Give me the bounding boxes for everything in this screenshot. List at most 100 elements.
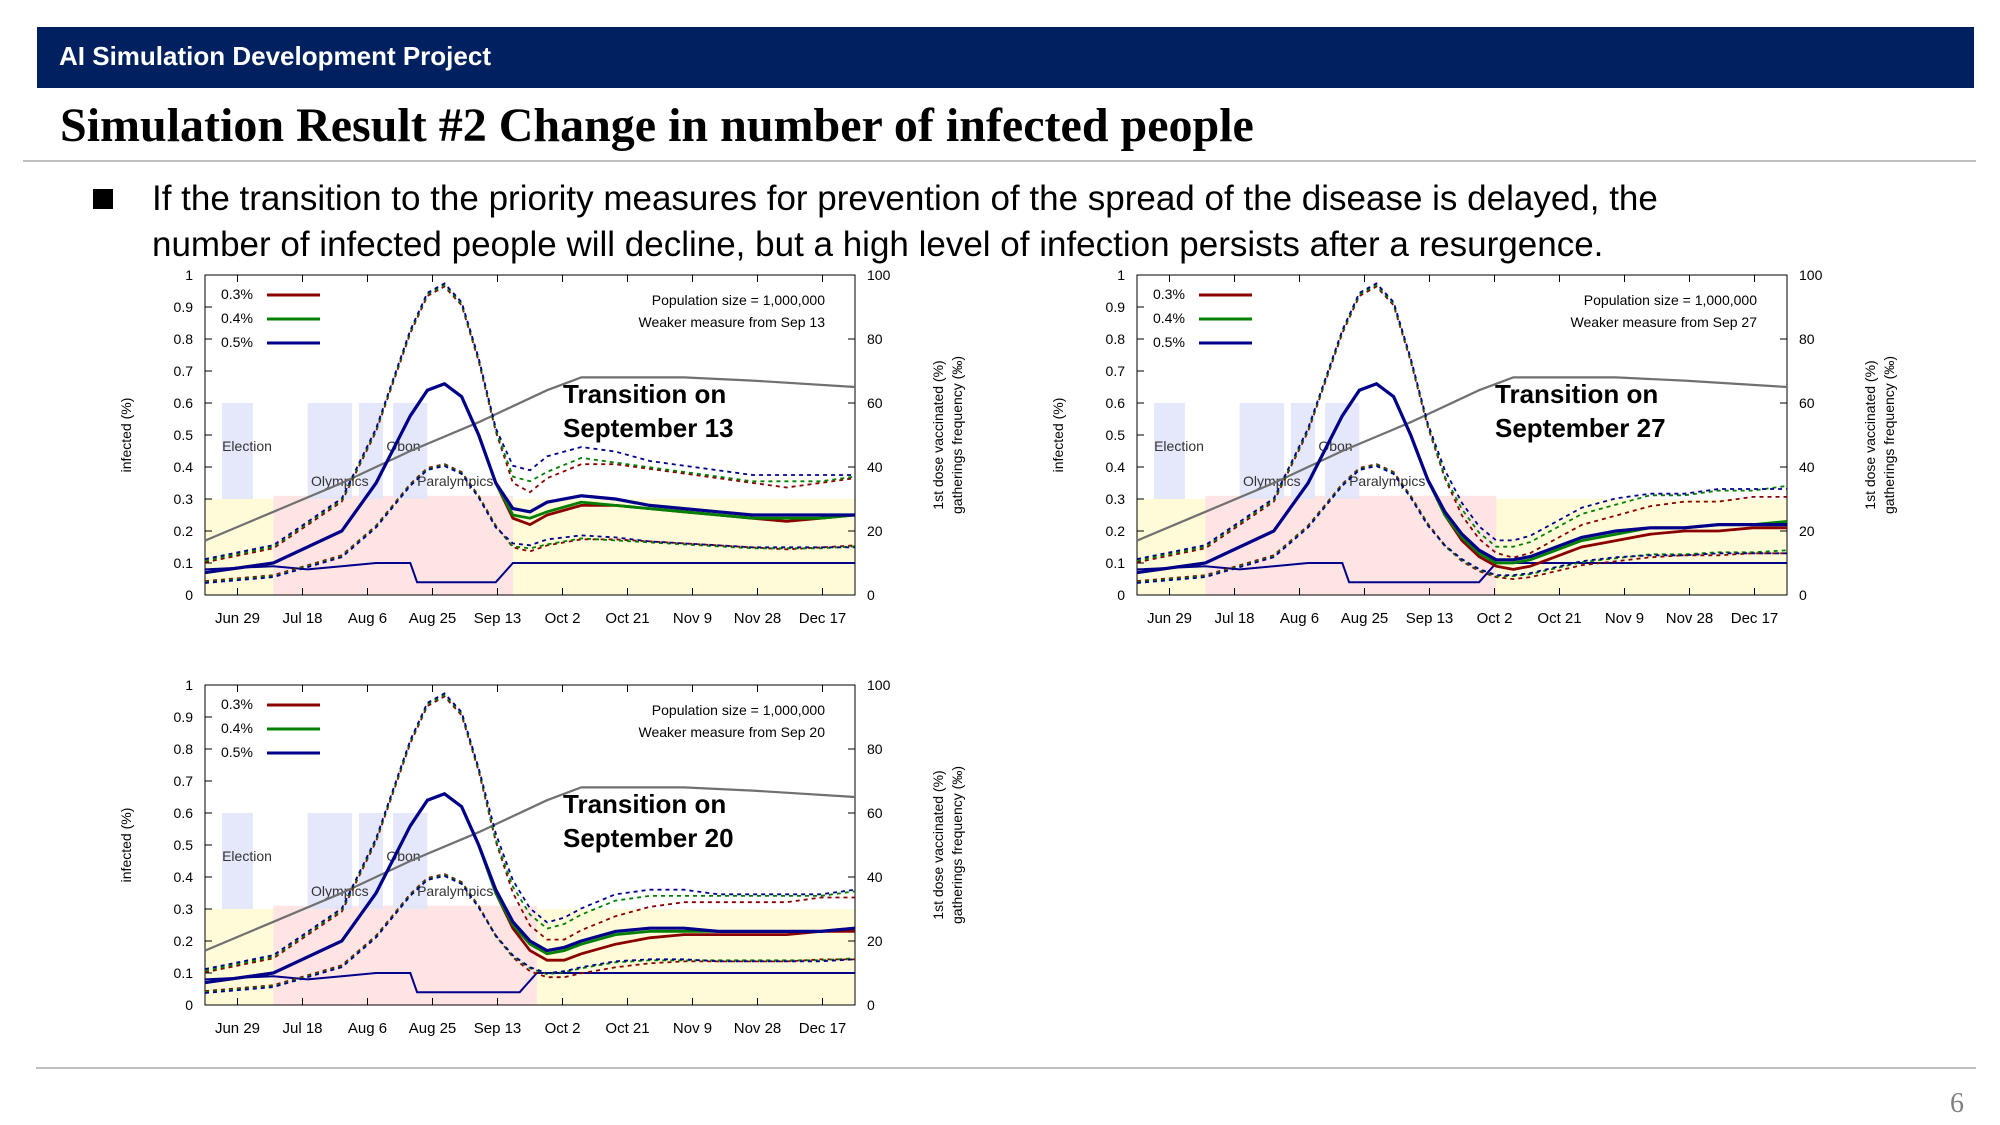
vaccinated-line (1136, 376, 1788, 542)
y-tick-label: 0.9 (174, 299, 194, 315)
y-tick-label: 0.1 (1106, 555, 1126, 571)
y-tick-label: 0.1 (174, 965, 194, 981)
event-label: Paralympics (417, 883, 493, 899)
y-tick-label: 0.3 (174, 901, 194, 917)
transition-label: September 13 (563, 413, 734, 443)
legend-label: 0.4% (221, 720, 253, 736)
y2-tick-label: 100 (867, 267, 891, 283)
y2-tick-label: 100 (1799, 267, 1823, 283)
y-tick-label: 0 (185, 997, 193, 1013)
x-tick-label: Nov 28 (734, 1020, 782, 1037)
series-line (204, 381, 855, 575)
series-lower-band (204, 875, 856, 994)
x-tick-label: Sep 13 (474, 1020, 522, 1037)
y2-tick-label: 0 (867, 997, 875, 1013)
x-tick-label: Dec 17 (799, 1020, 847, 1037)
info-text: Population size = 1,000,000 (1584, 292, 1757, 308)
event-label: Election (222, 438, 272, 454)
footer-divider (36, 1067, 1976, 1069)
band-pink (273, 905, 537, 1005)
y-tick-label: 1 (185, 677, 193, 693)
event-box (307, 813, 353, 909)
y2-tick-label: 40 (867, 869, 883, 885)
series-line (1136, 381, 1787, 575)
series-lower-band (1136, 464, 1788, 583)
y-tick-label: 0.5 (1106, 427, 1126, 443)
y-tick-label: 0.8 (174, 331, 194, 347)
x-tick-label: Nov 9 (673, 610, 712, 627)
y-tick-label: 0.2 (1106, 523, 1126, 539)
series-lower-band (204, 465, 855, 584)
legend-label: 0.3% (221, 696, 253, 712)
info-text: Weaker measure from Sep 13 (639, 314, 826, 330)
y-tick-label: 0.7 (174, 363, 194, 379)
series-upper-band (1136, 283, 1788, 562)
legend-label: 0.3% (221, 286, 253, 302)
series-upper-band (1136, 285, 1787, 564)
y-tick-label: 0.8 (1106, 331, 1126, 347)
bullet-line: If the transition to the priority measur… (152, 179, 1658, 218)
y2-axis-label: 1st dose vaccinated (%) (930, 360, 946, 509)
x-tick-label: Aug 6 (348, 1020, 387, 1037)
y-tick-label: 0.6 (1106, 395, 1126, 411)
x-tick-label: Oct 2 (1477, 610, 1513, 627)
y-tick-label: 0 (1117, 587, 1125, 603)
y-tick-label: 0.1 (174, 555, 194, 571)
y-tick-label: 0.2 (174, 933, 194, 949)
y2-tick-label: 60 (1799, 395, 1815, 411)
gatherings-line (204, 562, 855, 584)
legend-label: 0.3% (1153, 286, 1185, 302)
event-box (222, 813, 253, 909)
y-tick-label: 1 (185, 267, 193, 283)
transition-label: Transition on (563, 379, 726, 409)
event-box (222, 403, 253, 499)
y-axis-label: infected (%) (118, 398, 134, 473)
series-upper-band (204, 282, 855, 560)
y-tick-label: 0.6 (174, 395, 194, 411)
x-tick-label: Jun 29 (215, 610, 260, 627)
y-axis-label: infected (%) (118, 808, 134, 883)
event-label: Election (1154, 438, 1204, 454)
y2-tick-label: 40 (1799, 459, 1815, 475)
x-tick-label: Aug 25 (1341, 610, 1389, 627)
x-tick-label: Dec 17 (1731, 610, 1779, 627)
gatherings-line (204, 972, 855, 994)
legend-label: 0.5% (1153, 334, 1185, 350)
header-title: AI Simulation Development Project (59, 41, 491, 71)
y2-axis-label: gatherings frequency (‰) (949, 766, 965, 924)
series-upper-band (204, 692, 856, 970)
x-tick-label: Dec 17 (799, 610, 847, 627)
y2-axis-label: gatherings frequency (‰) (949, 356, 965, 514)
y-tick-label: 0.3 (1106, 491, 1126, 507)
y2-tick-label: 20 (867, 523, 883, 539)
event-box (1154, 403, 1185, 499)
page-title: Simulation Result #2 Change in number of… (60, 99, 1254, 152)
x-tick-label: Oct 21 (1537, 610, 1581, 627)
bullet-square-icon (93, 189, 113, 209)
event-label: Paralympics (1349, 473, 1425, 489)
header-bar: AI Simulation Development Project (37, 27, 1974, 88)
x-tick-label: Oct 21 (605, 610, 649, 627)
gatherings-line (1136, 562, 1787, 584)
y2-tick-label: 100 (867, 677, 891, 693)
chart-transition-sep20: ElectionOlympicsObonParalympics00.10.20.… (118, 677, 965, 1037)
x-tick-label: Jun 29 (1147, 610, 1192, 627)
x-tick-label: Nov 9 (673, 1020, 712, 1037)
x-tick-label: Jul 18 (282, 1020, 322, 1037)
x-tick-label: Aug 25 (409, 1020, 457, 1037)
event-box (307, 403, 353, 499)
x-tick-label: Sep 13 (474, 610, 522, 627)
y2-axis-label: 1st dose vaccinated (%) (930, 770, 946, 919)
y-tick-label: 0.4 (174, 459, 194, 475)
y-axis-label: infected (%) (1050, 398, 1066, 473)
x-tick-label: Aug 6 (1280, 610, 1319, 627)
x-tick-label: Jul 18 (282, 610, 322, 627)
y2-axis-label: 1st dose vaccinated (%) (1862, 360, 1878, 509)
y-tick-label: 0.7 (174, 773, 194, 789)
y2-tick-label: 80 (867, 741, 883, 757)
page-number: 6 (1950, 1088, 1964, 1119)
y2-axis-label: gatherings frequency (‰) (1881, 356, 1897, 514)
y-tick-label: 0 (185, 587, 193, 603)
y-tick-label: 0.9 (1106, 299, 1126, 315)
legend-label: 0.4% (1153, 310, 1185, 326)
